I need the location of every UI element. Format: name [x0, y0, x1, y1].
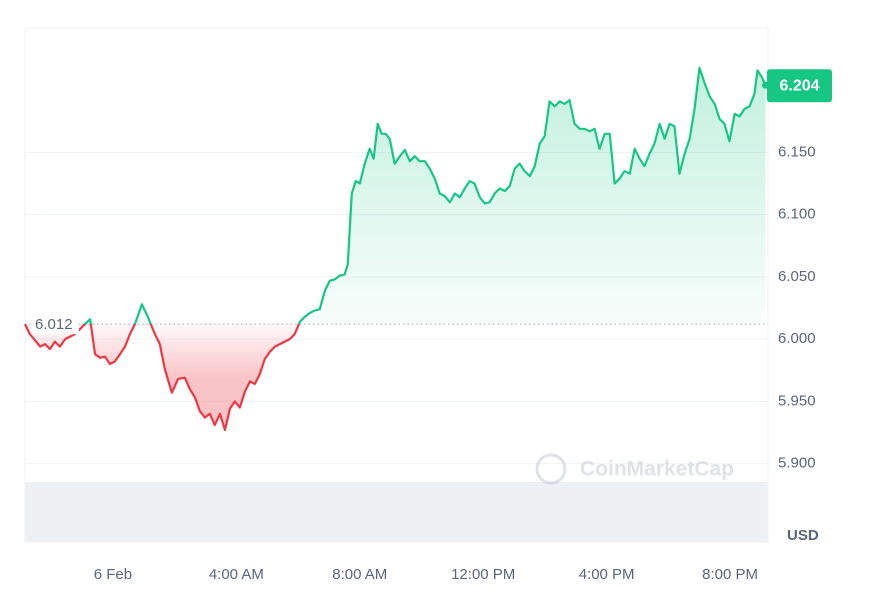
- x-tick-label: 8:00 PM: [702, 566, 758, 583]
- x-tick-label: 6 Feb: [94, 566, 132, 583]
- baseline-label-bg: [31, 314, 79, 335]
- watermark-text: CoinMarketCap: [580, 458, 734, 481]
- x-tick-label: 12:00 PM: [451, 566, 515, 583]
- watermark-logo: [535, 453, 567, 485]
- y-tick-label: 6.000: [778, 330, 816, 347]
- baseline-label: 6.012: [35, 316, 73, 333]
- area: [25, 67, 766, 430]
- y-tick-label: 5.900: [778, 455, 816, 472]
- price-tag-label: 6.204: [779, 77, 819, 94]
- y-tick-label: 6.100: [778, 206, 816, 223]
- y-axis-label: USD: [787, 527, 819, 544]
- watermark: CoinMarketCap: [535, 453, 734, 485]
- x-tick-label: 4:00 AM: [209, 566, 264, 583]
- y-tick-label: 6.150: [778, 143, 816, 160]
- y-tick-label: 5.950: [778, 392, 816, 409]
- price-tag: [767, 69, 832, 103]
- y-tick-label: 6.050: [778, 268, 816, 285]
- price-line: [24, 66, 767, 432]
- x-tick-label: 8:00 AM: [332, 566, 387, 583]
- x-tick-label: 4:00 PM: [579, 566, 635, 583]
- volume-band: [25, 482, 768, 542]
